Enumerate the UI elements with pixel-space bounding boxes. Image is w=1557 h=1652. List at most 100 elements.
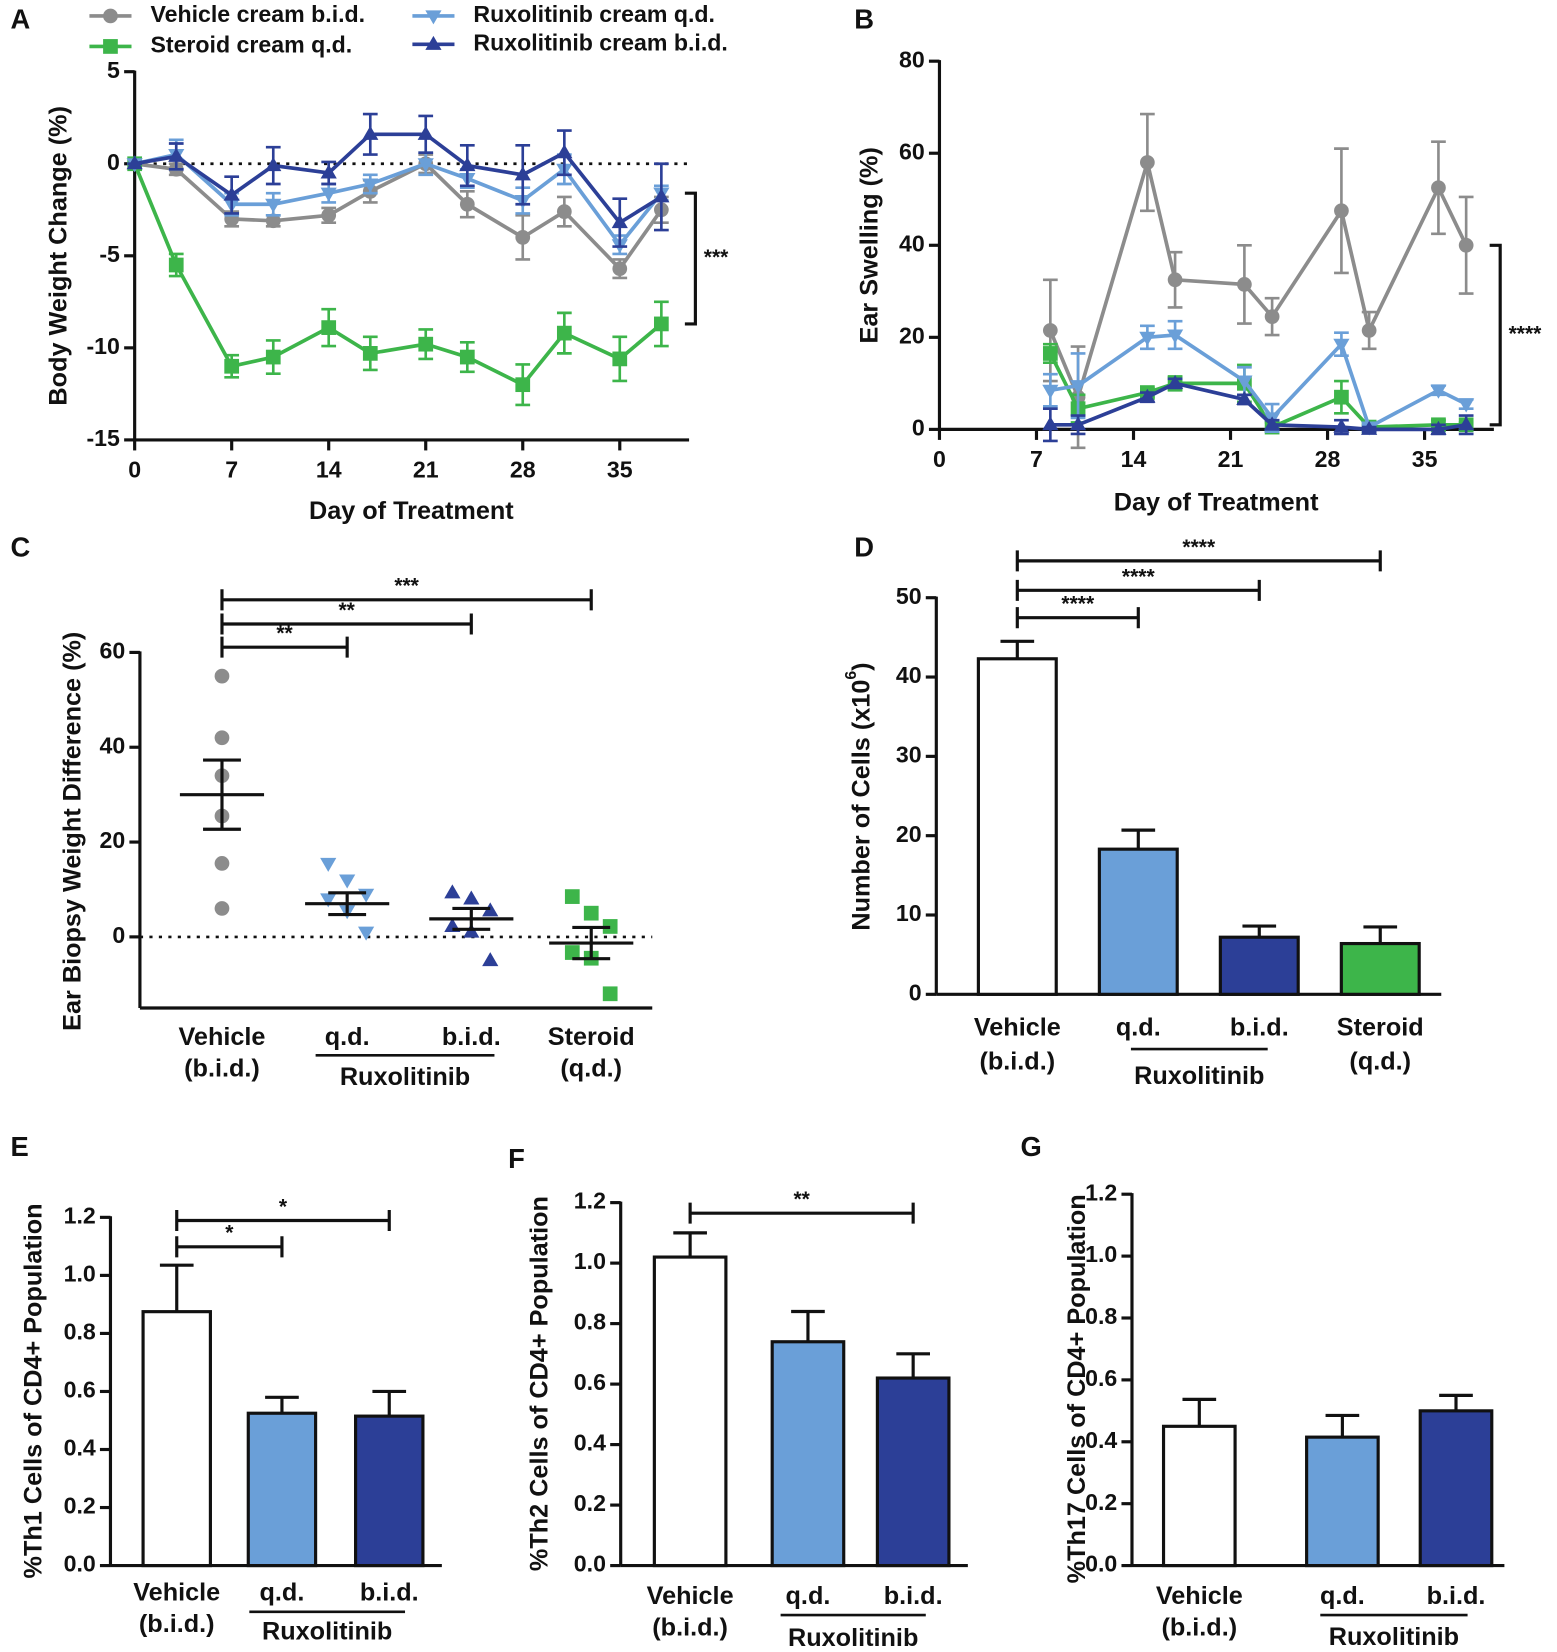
x-tick-label: (q.d.) [1349, 1047, 1411, 1075]
error-bar [1182, 1397, 1217, 1427]
y-tick-label: 1.2 [574, 1188, 606, 1214]
error-bar [372, 1389, 407, 1417]
y-tick-label: 0.2 [574, 1490, 606, 1516]
bar [1161, 1424, 1237, 1568]
y-tick-label: 10 [896, 900, 922, 926]
y-tick-label: 20 [99, 827, 125, 853]
y-label-sup: 6 [843, 671, 860, 680]
legend-label: Vehicle cream b.i.d. [150, 1, 365, 27]
annotation: *** [704, 246, 729, 269]
significance-bracket [1015, 550, 1382, 572]
x-tick-label: 28 [1315, 446, 1341, 472]
marker [321, 207, 337, 223]
y-tick-label: 0 [107, 149, 120, 175]
x-tick-label: Vehicle [1156, 1582, 1243, 1610]
y-tick-label: 20 [896, 821, 922, 847]
marker [425, 10, 442, 25]
error-bar [896, 1352, 930, 1379]
y-tick-label: 50 [896, 583, 922, 609]
legend-label: Ruxolitinib cream b.i.d. [473, 29, 727, 55]
marker [417, 158, 434, 173]
error-bar [1242, 924, 1277, 938]
y-tick-label: 60 [99, 638, 125, 664]
x-tick-label: 21 [1218, 446, 1244, 472]
marker [459, 349, 475, 365]
marker [214, 668, 230, 684]
marker [1237, 277, 1252, 292]
marker [126, 155, 143, 170]
x-tick-label: Steroid [1337, 1014, 1424, 1042]
marker [556, 325, 572, 341]
significance-label: *** [394, 575, 419, 598]
group-label: Ruxolitinib [262, 1618, 392, 1646]
y-tick-label: 1.0 [64, 1261, 96, 1287]
bar [652, 1255, 728, 1568]
marker [463, 890, 480, 905]
y-tick-label: 0.4 [64, 1435, 96, 1461]
annotation-bracket [684, 191, 697, 326]
marker [1140, 155, 1155, 170]
y-tick-label: 0.8 [64, 1319, 96, 1345]
marker [459, 196, 475, 212]
x-tick-label: Vehicle [133, 1579, 220, 1607]
marker [1069, 416, 1087, 431]
x-tick-label: b.i.d. [442, 1023, 501, 1051]
y-tick-label: 0.2 [64, 1493, 96, 1519]
marker [612, 261, 628, 277]
bar [1418, 1409, 1494, 1568]
marker [444, 884, 461, 899]
marker [362, 178, 379, 193]
error-bar [673, 1231, 707, 1258]
error-bar [1121, 828, 1156, 850]
marker [425, 35, 442, 50]
panel-letter: F [508, 1143, 525, 1174]
bar [976, 657, 1058, 996]
error-bar [265, 1395, 299, 1414]
x-tick-label: 14 [316, 457, 342, 483]
marker [1333, 418, 1350, 433]
annotation-bracket [1489, 243, 1502, 427]
marker [1361, 420, 1378, 435]
marker [1167, 272, 1183, 288]
bar [1339, 941, 1421, 996]
y-tick-label: -5 [99, 241, 120, 267]
marker [564, 889, 580, 904]
marker [362, 346, 378, 361]
marker [1069, 380, 1087, 395]
group-label: Ruxolitinib [1134, 1062, 1264, 1090]
series-line [1048, 155, 1468, 403]
x-tick-label: 7 [1030, 446, 1043, 472]
bar [1097, 847, 1179, 996]
series-line [134, 152, 663, 248]
marker [1236, 391, 1253, 405]
error-bar [1000, 639, 1035, 659]
marker [224, 358, 240, 374]
y-tick-label: 1.2 [1085, 1179, 1117, 1205]
marker [653, 188, 670, 203]
x-tick-label: b.i.d. [360, 1579, 419, 1607]
marker [1264, 309, 1280, 324]
y-tick-label: 0.0 [574, 1551, 606, 1577]
y-tick-label: 0.0 [64, 1551, 96, 1577]
y-tick-label: 0.6 [1085, 1365, 1117, 1391]
x-tick-label: q.d. [1116, 1014, 1161, 1042]
sem-bar [203, 758, 241, 831]
marker [1042, 384, 1059, 399]
x-tick-label: 35 [1412, 446, 1438, 472]
x-tick-label: b.i.d. [884, 1582, 943, 1610]
y-tick-label: 0.4 [574, 1430, 606, 1456]
series-line [134, 161, 663, 272]
marker [1361, 323, 1377, 338]
series-line [1048, 352, 1467, 430]
error-bar [159, 1263, 194, 1312]
y-tick-label: 0.8 [574, 1309, 606, 1335]
marker [320, 857, 337, 872]
marker [214, 730, 230, 746]
significance-label: ** [793, 1188, 810, 1211]
marker [1458, 237, 1474, 253]
x-axis-label: Day of Treatment [1114, 489, 1319, 517]
marker [103, 8, 118, 24]
series-line [132, 163, 663, 387]
marker [214, 856, 230, 871]
